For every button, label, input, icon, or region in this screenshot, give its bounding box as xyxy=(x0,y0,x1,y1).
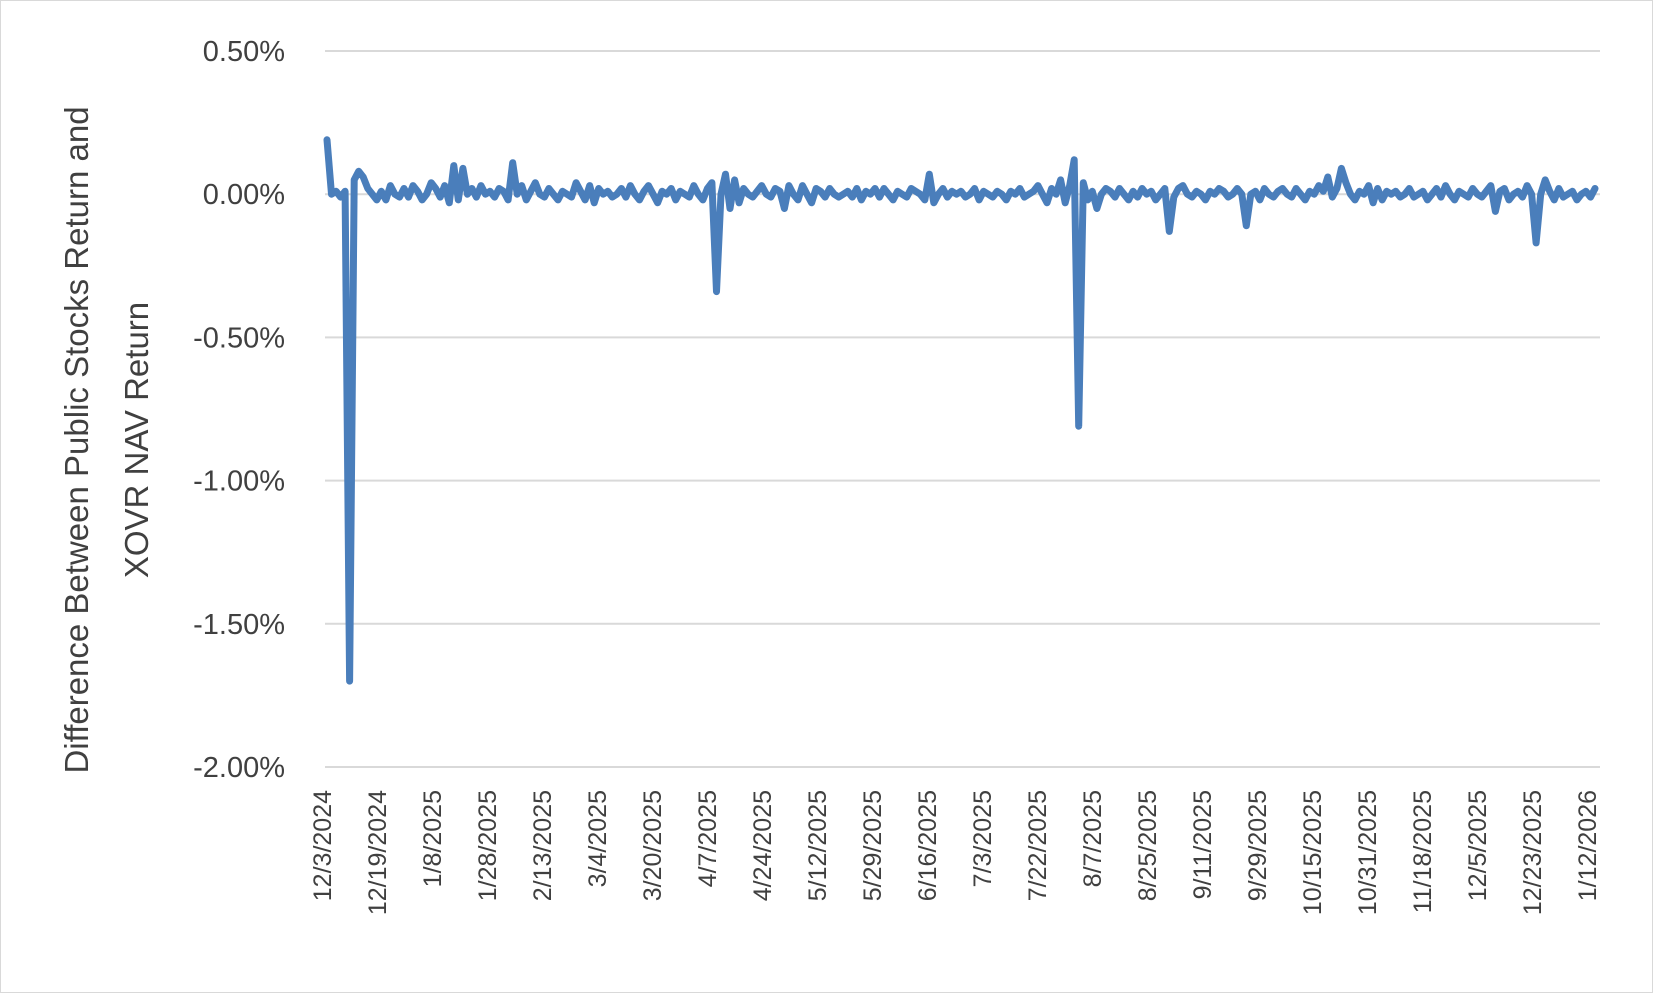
x-tick-label: 8/7/2025 xyxy=(1079,790,1107,887)
x-tick-label: 3/4/2025 xyxy=(584,790,612,887)
x-tick-label: 12/3/2024 xyxy=(309,790,337,901)
x-tick-label: 5/29/2025 xyxy=(859,790,887,901)
x-tick-label: 4/24/2025 xyxy=(749,790,777,901)
y-tick-label: -0.50% xyxy=(193,322,285,354)
x-tick-label: 9/11/2025 xyxy=(1189,790,1217,899)
x-tick-label: 5/12/2025 xyxy=(804,790,832,901)
x-tick-label: 12/5/2025 xyxy=(1464,790,1492,901)
x-tick-label: 3/20/2025 xyxy=(639,790,667,901)
x-tick-label: 1/28/2025 xyxy=(474,790,502,901)
gridlines xyxy=(325,50,1600,768)
series-line xyxy=(323,136,1599,685)
y-tick-label: 0.50% xyxy=(203,36,285,68)
y-tick-label: -1.50% xyxy=(193,609,285,641)
x-tick-label: 8/25/2025 xyxy=(1134,790,1162,901)
x-axis-ticks: 12/3/2024 12/19/2024 1/8/2025 1/28/2025 2/13… xyxy=(309,790,1602,915)
x-tick-label: 10/15/2025 xyxy=(1299,790,1327,915)
x-tick-label: 12/19/2024 xyxy=(364,790,392,915)
x-tick-label: 4/7/2025 xyxy=(694,790,722,887)
x-tick-label: 6/16/2025 xyxy=(914,790,942,901)
x-tick-label: 1/12/2026 xyxy=(1574,790,1602,901)
y-axis-ticks: 0.50% 0.00% -0.50% -1.00% -1.50% -2.00% xyxy=(193,36,285,784)
y-tick-label: -2.00% xyxy=(193,752,285,784)
x-tick-label: 2/13/2025 xyxy=(529,790,557,901)
y-axis-title-line-1: Difference Between Public Stocks Return … xyxy=(58,106,95,773)
y-axis-title-2: XOVR NAV Return xyxy=(118,302,155,578)
x-tick-label: 7/3/2025 xyxy=(969,790,997,887)
x-tick-label: 9/29/2025 xyxy=(1244,790,1272,901)
y-tick-label: 0.00% xyxy=(203,179,285,211)
x-tick-label: 11/18/2025 xyxy=(1409,790,1437,913)
y-axis-title: Difference Between Public Stocks Return … xyxy=(58,106,95,773)
x-tick-label: 12/23/2025 xyxy=(1519,790,1547,915)
x-tick-label: 1/8/2025 xyxy=(419,790,447,887)
y-axis-title-line-2: XOVR NAV Return xyxy=(118,302,155,578)
x-tick-label: 7/22/2025 xyxy=(1024,790,1052,901)
y-tick-label: -1.00% xyxy=(193,466,285,498)
x-tick-label: 10/31/2025 xyxy=(1354,790,1382,915)
